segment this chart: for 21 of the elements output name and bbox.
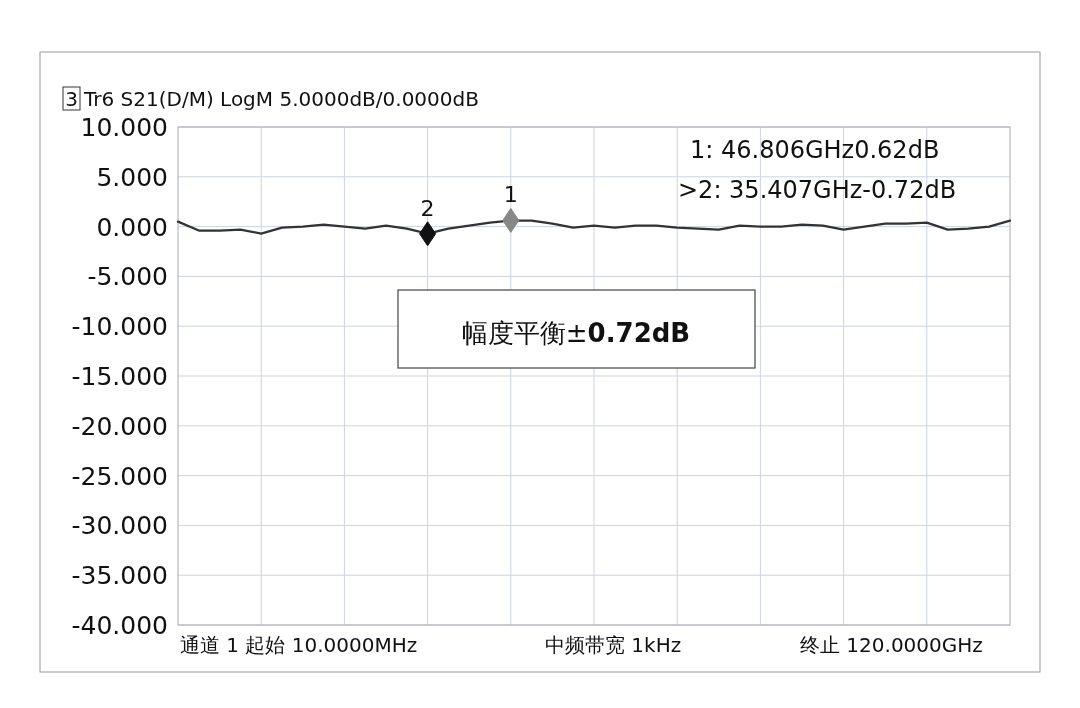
- series-label: 2: [420, 195, 435, 221]
- y-tick-label: -25.000: [71, 461, 168, 491]
- text: 终止 120.0000GHz: [800, 633, 983, 657]
- y-tick-label: -20.000: [71, 411, 168, 441]
- annotation: 1: 46.806GHz0.62dB: [690, 136, 940, 164]
- y-tick-label: -5.000: [87, 262, 168, 292]
- annotation: >2: 35.407GHz-0.72dB: [678, 176, 957, 204]
- y-tick-label: -10.000: [71, 312, 168, 342]
- chart-title: Tr6 S21(D/M) LogM 5.0000dB/0.0000dB: [83, 87, 479, 111]
- y-tick-label: 5.000: [96, 162, 168, 192]
- y-tick-label: -35.000: [71, 561, 168, 591]
- y-tick-label: -15.000: [71, 362, 168, 391]
- y-tick-label: -30.000: [71, 511, 168, 541]
- text: 通道 1 起始 10.0000MHz: [180, 633, 418, 657]
- line-series: [176, 219, 1012, 235]
- y-tick-label: -40.000: [71, 611, 168, 640]
- annotation: 幅度平衡±0.72dB: [461, 318, 691, 348]
- y-tick-label: 0.000: [96, 212, 168, 242]
- y-tick-label: 10.000: [80, 113, 168, 142]
- series-label: 1: [503, 182, 518, 208]
- text: 中频带宽 1kHz: [545, 633, 682, 657]
